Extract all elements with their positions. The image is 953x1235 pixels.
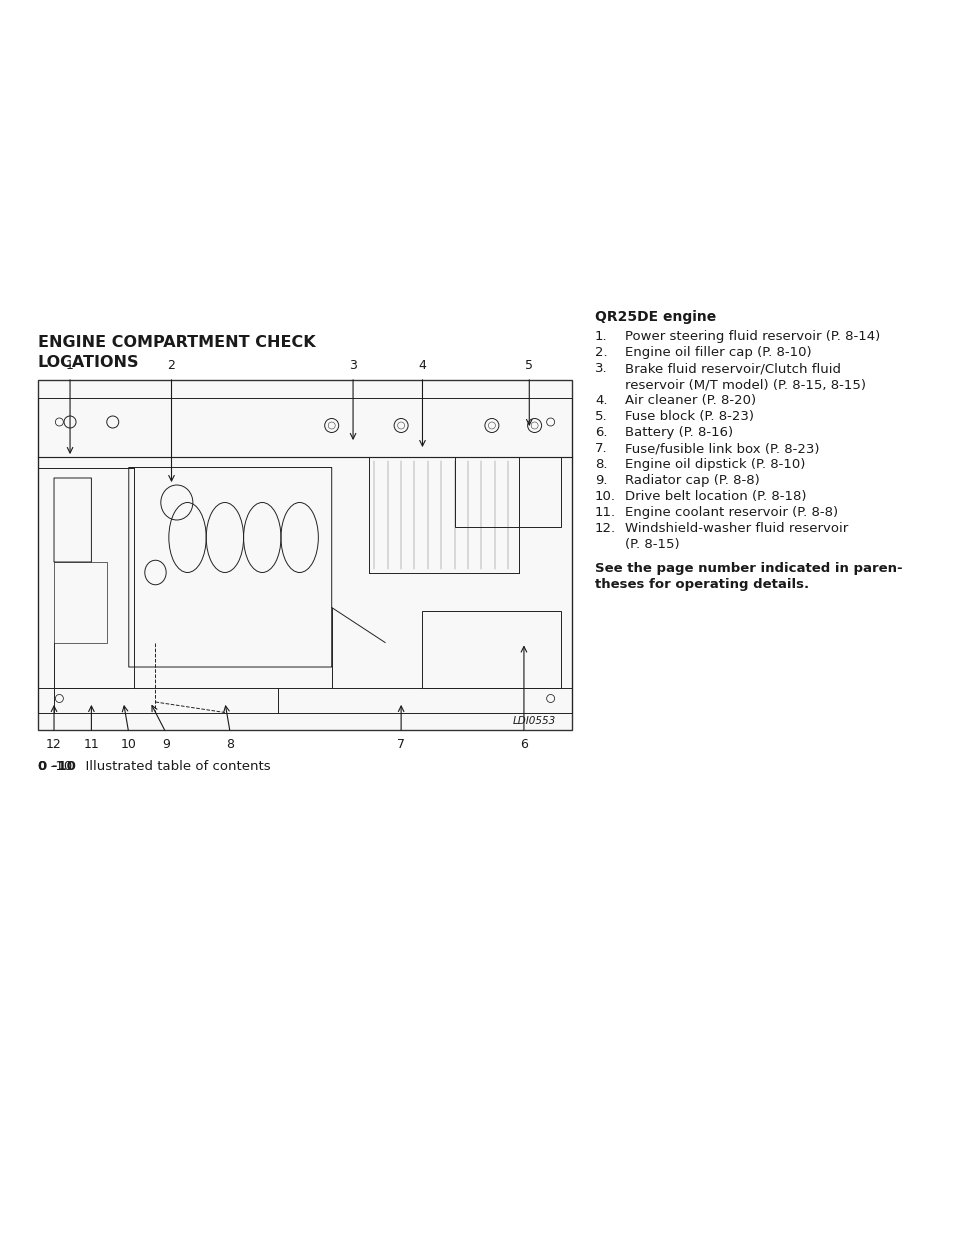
- Bar: [454, 457, 560, 527]
- Text: 10: 10: [121, 739, 136, 751]
- Text: theses for operating details.: theses for operating details.: [595, 578, 808, 592]
- Text: 6.: 6.: [595, 426, 607, 438]
- Text: 11.: 11.: [595, 506, 616, 519]
- Text: Windshield-washer fluid reservoir: Windshield-washer fluid reservoir: [624, 522, 847, 535]
- Text: QR25DE engine: QR25DE engine: [595, 310, 716, 324]
- Text: 1.: 1.: [595, 330, 607, 343]
- Text: LOCATIONS: LOCATIONS: [38, 354, 139, 370]
- Text: See the page number indicated in paren-: See the page number indicated in paren-: [595, 562, 902, 576]
- Text: 12: 12: [46, 739, 62, 751]
- Text: 2.: 2.: [595, 346, 607, 359]
- Text: 4.: 4.: [595, 394, 607, 408]
- Bar: [54, 562, 108, 642]
- Text: 3: 3: [349, 359, 356, 372]
- Text: Radiator cap (P. 8-8): Radiator cap (P. 8-8): [624, 474, 759, 487]
- Text: (P. 8-15): (P. 8-15): [624, 538, 679, 551]
- Text: ENGINE COMPARTMENT CHECK: ENGINE COMPARTMENT CHECK: [38, 335, 315, 350]
- Text: 4: 4: [418, 359, 426, 372]
- Text: 9.: 9.: [595, 474, 607, 487]
- Text: 5: 5: [525, 359, 533, 372]
- Text: 8.: 8.: [595, 458, 607, 471]
- Text: 6: 6: [519, 739, 527, 751]
- Text: reservoir (M/T model) (P. 8-15, 8-15): reservoir (M/T model) (P. 8-15, 8-15): [624, 378, 865, 391]
- Text: Air cleaner (P. 8-20): Air cleaner (P. 8-20): [624, 394, 756, 408]
- Text: 7: 7: [396, 739, 405, 751]
- Text: 9: 9: [162, 739, 170, 751]
- Text: 2: 2: [168, 359, 175, 372]
- Text: Drive belt location (P. 8-18): Drive belt location (P. 8-18): [624, 490, 805, 503]
- Text: 10.: 10.: [595, 490, 616, 503]
- Text: Power steering fluid reservoir (P. 8-14): Power steering fluid reservoir (P. 8-14): [624, 330, 880, 343]
- Text: 12.: 12.: [595, 522, 616, 535]
- Text: Brake fluid reservoir/Clutch fluid: Brake fluid reservoir/Clutch fluid: [624, 362, 841, 375]
- Text: 11: 11: [84, 739, 99, 751]
- Text: 0 -10 Illustrated table of contents: 0 -10 Illustrated table of contents: [38, 760, 271, 773]
- Text: 3.: 3.: [595, 362, 607, 375]
- Text: LDI0553: LDI0553: [512, 716, 556, 726]
- Text: 8: 8: [226, 739, 234, 751]
- Text: Battery (P. 8-16): Battery (P. 8-16): [624, 426, 732, 438]
- Text: 1: 1: [66, 359, 74, 372]
- Text: 0 -10: 0 -10: [38, 760, 76, 773]
- Text: Fuse/fusible link box (P. 8-23): Fuse/fusible link box (P. 8-23): [624, 442, 819, 454]
- Text: Engine coolant reservoir (P. 8-8): Engine coolant reservoir (P. 8-8): [624, 506, 838, 519]
- Text: Engine oil filler cap (P. 8-10): Engine oil filler cap (P. 8-10): [624, 346, 811, 359]
- Bar: [38, 380, 572, 730]
- Text: 5.: 5.: [595, 410, 607, 424]
- Text: Fuse block (P. 8-23): Fuse block (P. 8-23): [624, 410, 753, 424]
- Text: Engine oil dipstick (P. 8-10): Engine oil dipstick (P. 8-10): [624, 458, 804, 471]
- Text: 7.: 7.: [595, 442, 607, 454]
